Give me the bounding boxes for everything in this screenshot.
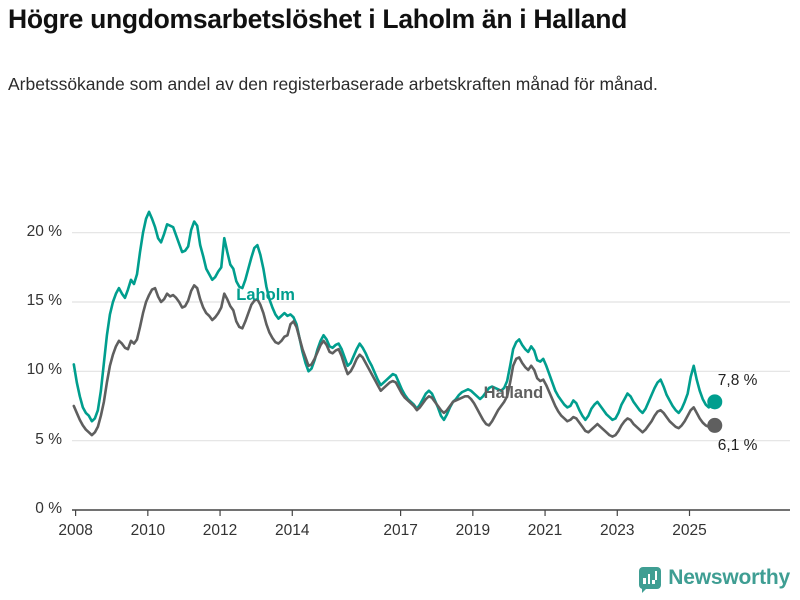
newsworthy-logo[interactable]: Newsworthy [639,566,790,593]
x-axis-tick-label: 2021 [527,522,563,539]
chart-canvas [72,210,790,516]
y-axis-tick-label: 0 % [35,500,62,517]
y-axis-tick-label: 10 % [26,361,62,379]
y-axis-tick-label: 5 % [35,430,62,448]
brand-name: Newsworthy [668,566,790,589]
series-label-halland: Halland [483,383,544,402]
x-axis-tick-label: 2025 [672,522,707,539]
end-value-label-laholm: 7,8 % [717,371,758,389]
page-title: Högre ungdomsarbetslöshet i Laholm än i … [8,4,628,34]
x-axis-tick-label: 2014 [275,522,310,539]
x-axis-tick-label: 2010 [130,522,166,539]
series-line-halland [72,284,717,438]
series-label-laholm: Laholm [236,286,295,305]
y-axis-tick-label: 15 % [26,292,62,309]
x-axis-tick-label: 2019 [455,522,491,539]
y-axis-tick-label: 20 % [26,222,62,240]
series-endpoint-laholm [707,394,723,410]
line-chart [0,150,800,550]
x-axis-tick-label: 2012 [202,522,238,539]
end-value-label-halland: 6,1 % [717,437,758,455]
series-line-laholm [72,210,717,423]
series-endpoint-halland [707,417,723,433]
page-subtitle: Arbetssökande som andel av den registerb… [8,74,658,94]
x-axis-tick-label: 2008 [58,522,93,539]
x-axis-tick-label: 2023 [600,522,635,539]
bar-chart-bubble-icon [639,567,662,593]
x-axis-tick-label: 2017 [383,522,418,539]
